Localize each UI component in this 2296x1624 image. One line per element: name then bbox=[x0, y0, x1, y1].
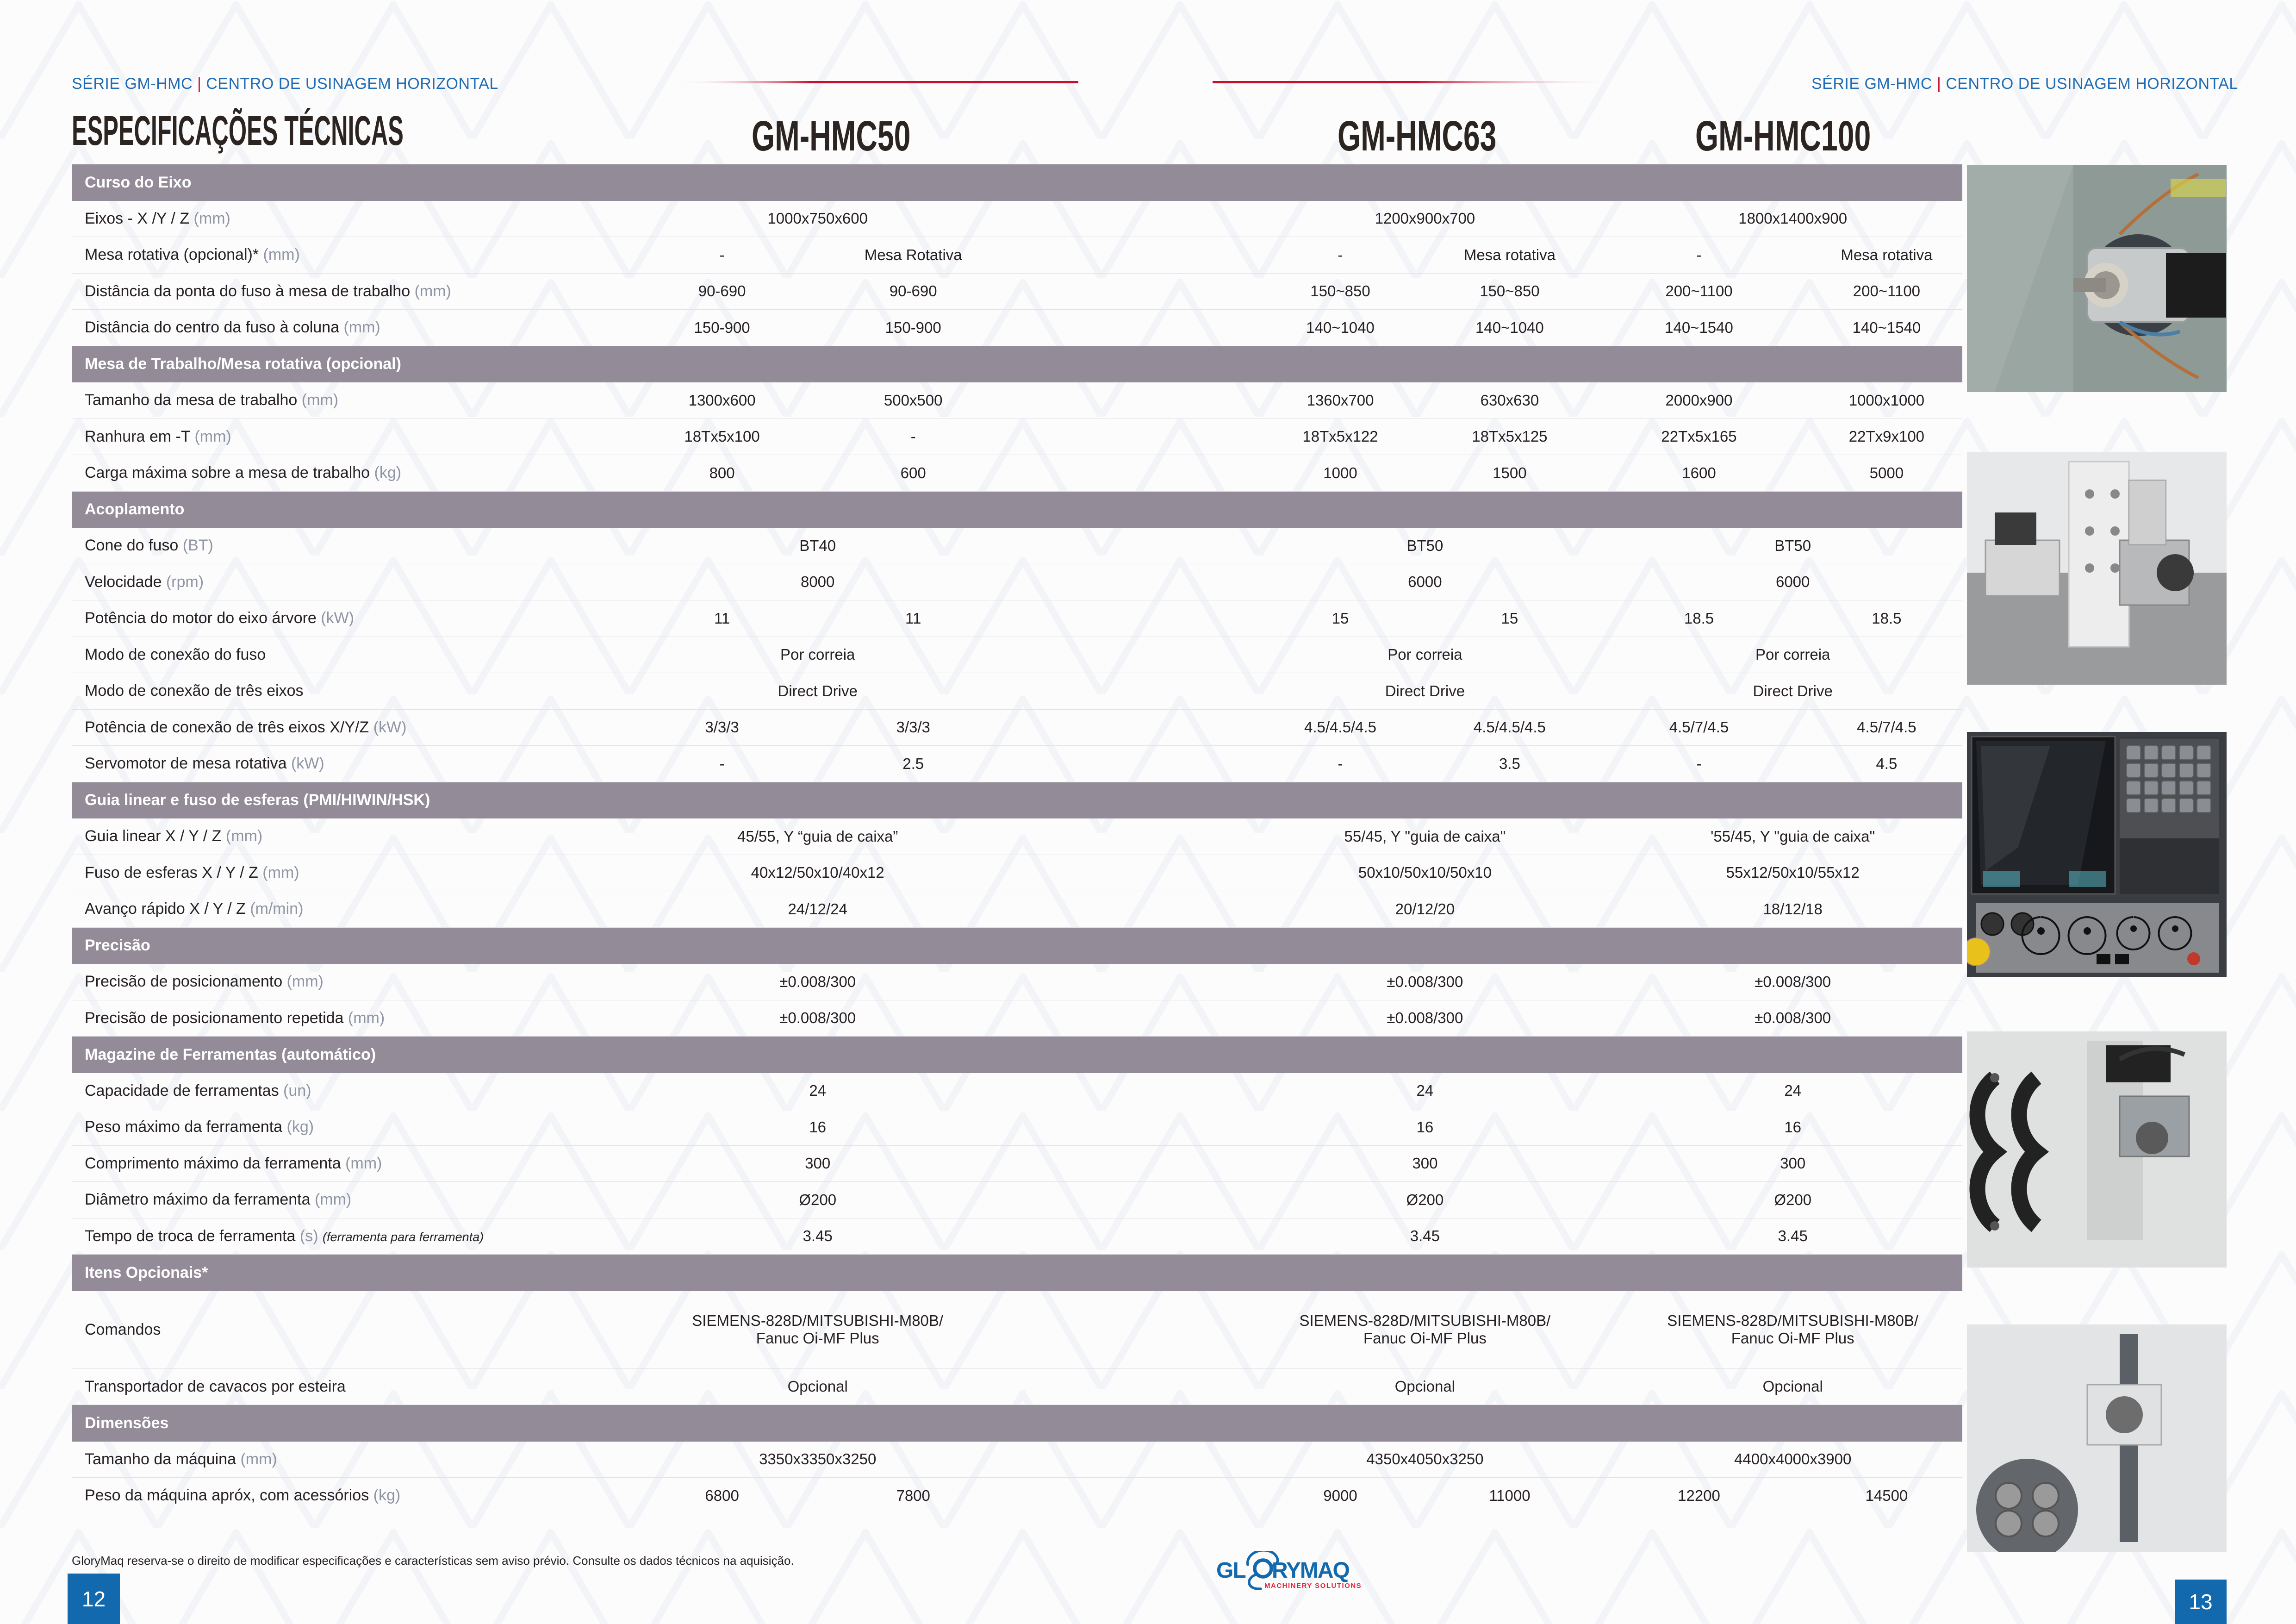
svg-text:GL: GL bbox=[1216, 1558, 1245, 1583]
svg-text:RYMAQ: RYMAQ bbox=[1272, 1558, 1350, 1583]
svg-text:MACHINERY SOLUTIONS: MACHINERY SOLUTIONS bbox=[1264, 1582, 1362, 1590]
